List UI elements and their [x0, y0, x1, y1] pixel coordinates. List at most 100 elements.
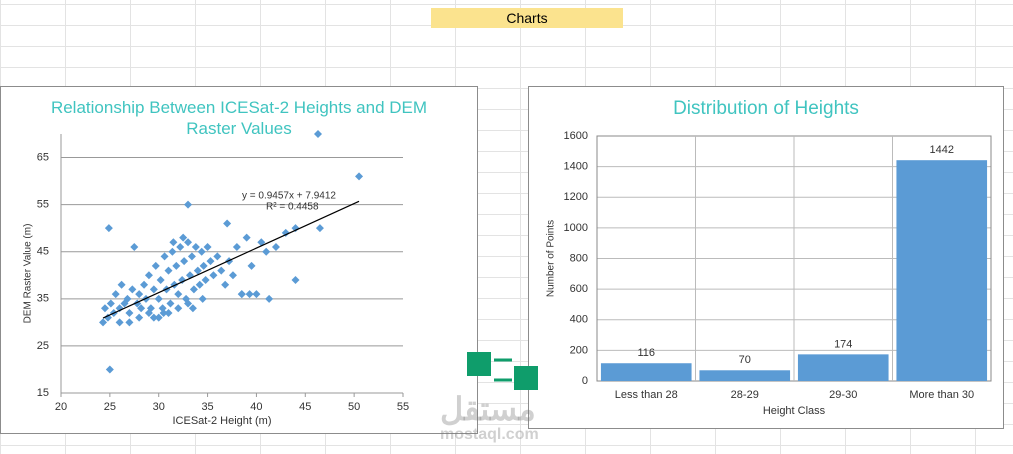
point	[125, 318, 134, 327]
point	[271, 243, 280, 252]
point	[213, 252, 222, 261]
y-tick-label: 35	[37, 293, 49, 305]
point	[144, 271, 153, 280]
x-tick-label: 50	[348, 401, 360, 413]
y-tick-label: 600	[570, 283, 588, 295]
x-tick-label: More than 30	[909, 389, 974, 401]
point	[184, 238, 193, 247]
header-cell[interactable]: Charts	[431, 8, 623, 28]
x-tick-label: 30	[153, 401, 165, 413]
trendline-equation: y = 0.9457x + 7.9412	[242, 191, 336, 202]
point	[315, 224, 324, 233]
point	[154, 313, 163, 322]
point	[115, 304, 124, 313]
point	[189, 285, 198, 294]
point	[313, 130, 322, 138]
point	[111, 290, 120, 299]
x-tick-label: 29-30	[829, 389, 857, 401]
value-label: 116	[637, 347, 655, 359]
x-tick-label: 25	[104, 401, 116, 413]
y-axis-title: Number of Points	[546, 220, 557, 297]
point	[247, 261, 256, 270]
icon	[467, 352, 538, 390]
y-tick-label: 65	[37, 151, 49, 163]
point	[188, 304, 197, 313]
chart-box[interactable]: Relationship Between ICESat-2 Heights an…	[0, 86, 478, 434]
point	[154, 294, 163, 303]
point	[228, 271, 237, 280]
chart-title: Distribution of Heights	[673, 98, 859, 119]
value-label: 70	[739, 354, 751, 366]
point	[166, 299, 175, 308]
point	[184, 299, 193, 308]
point	[151, 261, 160, 270]
point	[355, 172, 364, 181]
point	[105, 365, 114, 374]
x-tick-label: 40	[250, 401, 262, 413]
point	[130, 243, 139, 252]
bar	[896, 160, 988, 381]
point	[201, 275, 210, 284]
trendline	[102, 200, 360, 319]
point	[237, 290, 246, 299]
x-tick-label: Less than 28	[615, 389, 678, 401]
point	[106, 299, 115, 308]
bar	[600, 363, 692, 381]
point	[125, 308, 134, 317]
point	[180, 257, 189, 266]
point	[170, 280, 179, 289]
x-tick-label: 35	[201, 401, 213, 413]
point	[164, 266, 173, 275]
y-tick-label: 45	[37, 246, 49, 258]
y-tick-label: 1000	[564, 222, 588, 234]
point	[174, 290, 183, 299]
y-tick-label: 1400	[564, 161, 588, 173]
point	[160, 252, 169, 261]
point	[252, 290, 261, 299]
point	[191, 243, 200, 252]
point	[174, 304, 183, 313]
point	[193, 266, 202, 275]
bar	[699, 370, 791, 381]
x-tick-label: 45	[299, 401, 311, 413]
watermark: mostaql.com	[440, 426, 539, 443]
x-axis-title: ICESat-2 Height (m)	[172, 415, 271, 427]
y-tick-label: 1200	[564, 191, 588, 203]
point	[104, 224, 113, 233]
y-tick-label: 15	[37, 387, 49, 399]
point	[100, 304, 109, 313]
point	[221, 280, 230, 289]
point	[164, 308, 173, 317]
point	[178, 275, 187, 284]
point	[156, 275, 165, 284]
point	[209, 271, 218, 280]
point	[198, 294, 207, 303]
point	[149, 285, 158, 294]
point	[203, 243, 212, 252]
y-tick-label: 400	[570, 314, 588, 326]
chart-box[interactable]: Distribution of Heights 0 200 400 600 800 100…	[528, 86, 1004, 429]
point	[169, 238, 178, 247]
trendline-r2: R² = 0.4458	[266, 202, 319, 213]
point	[179, 233, 188, 242]
point	[232, 243, 241, 252]
point	[172, 261, 181, 270]
point	[197, 247, 206, 256]
y-tick-label: 200	[570, 344, 588, 356]
x-axis-title: Height Class	[763, 405, 826, 417]
point	[159, 308, 168, 317]
point	[195, 280, 204, 289]
chart: 15 25 35 45 55 65 20 25 30 35 40 45 50 55 y = 0.9457x …	[23, 130, 409, 427]
point	[135, 290, 144, 299]
point	[199, 261, 208, 270]
point	[242, 233, 251, 242]
value-label: 1442	[930, 144, 954, 156]
point	[206, 257, 215, 266]
y-tick-label: 0	[582, 375, 588, 387]
point	[281, 228, 290, 237]
point	[176, 243, 185, 252]
y-tick-label: 800	[570, 252, 588, 264]
point	[245, 290, 254, 299]
chart-title: Relationship Between ICESat-2 Heights an…	[50, 98, 428, 138]
